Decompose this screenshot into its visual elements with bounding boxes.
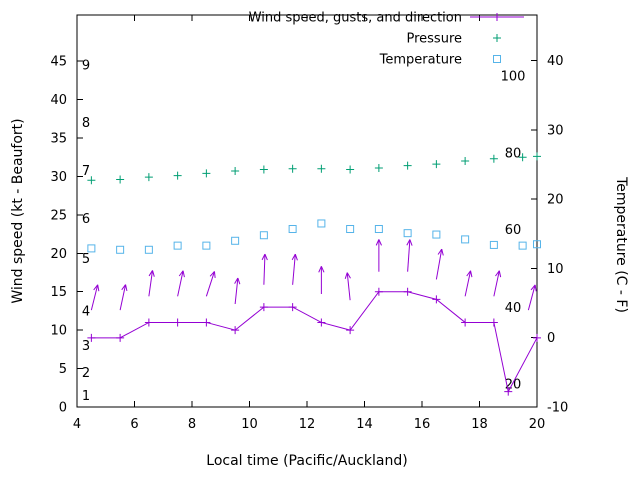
svg-text:Wind speed, gusts, and directi: Wind speed, gusts, and direction <box>249 11 462 26</box>
svg-text:Temperature: Temperature <box>379 53 462 68</box>
svg-text:Pressure: Pressure <box>406 32 462 47</box>
svg-text:12: 12 <box>299 417 316 432</box>
svg-text:7: 7 <box>82 164 90 179</box>
legend: Wind speed, gusts, and direction Pressure… <box>249 11 524 68</box>
svg-text:5: 5 <box>82 252 90 267</box>
svg-text:10: 10 <box>241 417 258 432</box>
svg-text:14: 14 <box>356 417 373 432</box>
svg-text:16: 16 <box>414 417 431 432</box>
svg-text:40: 40 <box>505 301 522 316</box>
svg-text:4: 4 <box>82 304 90 319</box>
series-pressure <box>87 152 541 185</box>
svg-text:0: 0 <box>547 331 555 346</box>
svg-text:0: 0 <box>59 401 67 416</box>
svg-text:100: 100 <box>501 69 526 84</box>
svg-text:6: 6 <box>82 212 90 227</box>
svg-text:6: 6 <box>130 417 138 432</box>
svg-text:40: 40 <box>547 54 564 69</box>
svg-text:10: 10 <box>547 262 564 277</box>
series-temperature <box>87 219 541 254</box>
svg-text:3: 3 <box>82 339 90 354</box>
x-axis-title: Local time (Pacific/Auckland) <box>206 453 408 469</box>
svg-text:1: 1 <box>82 389 90 404</box>
svg-text:20: 20 <box>50 247 67 262</box>
svg-text:5: 5 <box>59 362 67 377</box>
svg-text:80: 80 <box>505 146 522 161</box>
svg-text:25: 25 <box>50 208 67 223</box>
wind-direction-arrows <box>90 239 537 311</box>
svg-text:30: 30 <box>50 170 67 185</box>
plot-border <box>76 14 538 408</box>
svg-text:18: 18 <box>471 417 488 432</box>
svg-text:8: 8 <box>188 417 196 432</box>
y-axis-right: -10 0 10 20 30 40 <box>531 54 568 416</box>
svg-text:60: 60 <box>505 223 522 238</box>
svg-text:10: 10 <box>50 324 67 339</box>
svg-text:30: 30 <box>547 123 564 138</box>
svg-text:-10: -10 <box>547 401 568 416</box>
svg-text:45: 45 <box>50 55 67 70</box>
fahrenheit-scale-labels: 20 40 60 80 100 <box>501 69 526 392</box>
y-axis-left-title: Wind speed (kt - Beaufort) <box>10 118 26 304</box>
svg-text:20: 20 <box>547 193 564 208</box>
svg-text:20: 20 <box>529 417 546 432</box>
svg-text:15: 15 <box>50 285 67 300</box>
svg-text:8: 8 <box>82 116 90 131</box>
svg-text:4: 4 <box>73 417 81 432</box>
y-axis-left: 0 5 10 15 20 25 30 35 40 45 <box>50 55 83 416</box>
x-axis: 4 6 8 10 12 14 16 18 20 <box>73 15 545 432</box>
beaufort-scale-labels: 1 2 3 4 5 6 7 8 9 <box>82 58 90 404</box>
series-wind-speed-gusts-and-direction <box>87 287 541 396</box>
svg-text:9: 9 <box>82 58 90 73</box>
y-axis-right-title: Temperature (C - F) <box>613 177 629 313</box>
svg-text:40: 40 <box>50 93 67 108</box>
svg-text:2: 2 <box>82 366 90 381</box>
svg-text:20: 20 <box>505 378 522 393</box>
svg-text:35: 35 <box>50 131 67 146</box>
